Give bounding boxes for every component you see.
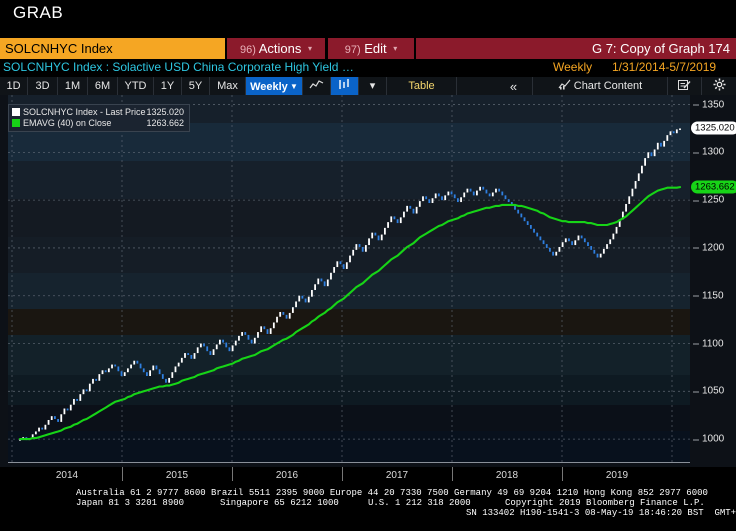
bar-chart-icon[interactable] (331, 77, 359, 96)
y-axis-tick: 1150 (693, 290, 724, 302)
edit-number: 97) (344, 44, 361, 56)
chart-area[interactable]: SOLCNHYC Index - Last Price1325.020 EMAV… (0, 95, 736, 467)
legend-value-ema: 1263.662 (146, 118, 184, 128)
security-description: SOLCNHYC Index : Solactive USD China Cor… (3, 60, 354, 74)
range-button-5y[interactable]: 5Y (182, 77, 210, 96)
actions-label: Actions (258, 41, 302, 56)
legend-label-ema: EMAVG (40) on Close (23, 118, 112, 128)
chevron-down-icon: ▼ (287, 82, 298, 91)
y-axis-tick: 1200 (692, 242, 725, 254)
y-axis: 1350 1300 1250 1200 1150 1100 1050 1000 1325.020… (690, 95, 736, 467)
x-axis-tick: 2015 (165, 470, 189, 481)
actions-button[interactable]: 96) Actions ▾ (226, 38, 326, 59)
chart-legend: SOLCNHYC Index - Last Price1325.020 EMAV… (8, 104, 190, 132)
chart-type-dropdown[interactable]: ▾ (359, 77, 387, 96)
graph-title: G 7: Copy of Graph 174 (591, 41, 730, 56)
range-button-1y[interactable]: 1Y (154, 77, 182, 96)
interval-dropdown[interactable]: Weekly ▼ (246, 77, 303, 96)
chart-plot[interactable] (8, 95, 690, 463)
y-axis-tick: 1050 (692, 385, 725, 397)
x-axis-separator (232, 467, 233, 481)
x-axis-tick: 2016 (275, 470, 299, 481)
command-row-fill (416, 38, 736, 59)
chevron-down-icon: ▾ (308, 44, 313, 53)
x-axis-separator (342, 467, 343, 481)
chart-toolbar: 1D 3D 1M 6M YTD 1Y 5Y Max Weekly ▼ ▾ Tab… (0, 76, 736, 96)
x-axis-separator (452, 467, 453, 481)
x-axis-tick: 2018 (495, 470, 519, 481)
range-button-ytd[interactable]: YTD (118, 77, 154, 96)
y-axis-tick: 1350 (692, 99, 725, 111)
x-axis-tick: 2019 (605, 470, 629, 481)
range-button-6m[interactable]: 6M (88, 77, 118, 96)
period-label: Weekly (553, 60, 593, 74)
interval-label: Weekly (250, 81, 288, 93)
x-axis-separator (562, 467, 563, 481)
chart-content-label: Chart Content (573, 80, 643, 92)
range-button-max[interactable]: Max (210, 77, 246, 96)
edit-label: Edit (364, 41, 387, 56)
y-axis-tick: 1100 (693, 338, 724, 350)
legend-swatch-price (12, 108, 20, 116)
command-row: SOLCNHYC Index 96) Actions ▾ 97) Edit ▾ … (0, 38, 736, 59)
range-button-1m[interactable]: 1M (58, 77, 88, 96)
x-axis-tick: 2014 (55, 470, 79, 481)
legend-swatch-ema (12, 119, 20, 127)
collapse-button[interactable] (457, 77, 495, 96)
collapse-chevron-icon[interactable]: « (495, 77, 533, 96)
grab-bar: GRAB (0, 0, 736, 38)
x-axis-tick: 2017 (385, 470, 409, 481)
ema-price-tag: 1263.662 (691, 180, 736, 194)
y-axis-tick: 1250 (692, 194, 725, 206)
edit-button[interactable]: 97) Edit ▾ (327, 38, 415, 59)
last-price-tag: 1325.020 (691, 121, 736, 135)
legend-label-price: SOLCNHYC Index - Last Price (23, 107, 146, 117)
gear-icon[interactable] (702, 77, 736, 96)
y-axis-tick: 1000 (692, 433, 725, 445)
chevron-down-icon: ▾ (393, 44, 398, 53)
description-row: SOLCNHYC Index : Solactive USD China Cor… (0, 59, 736, 76)
x-axis-separator (122, 467, 123, 481)
y-axis-tick: 1300 (692, 146, 725, 158)
legend-row: SOLCNHYC Index - Last Price1325.020 (12, 107, 184, 118)
legend-value-price: 1325.020 (146, 107, 184, 117)
footer-contacts-us: U.S. 1 212 318 2000 (368, 498, 471, 508)
actions-number: 96) (239, 44, 256, 56)
range-button-3d[interactable]: 3D (28, 77, 58, 96)
grab-label: GRAB (13, 3, 64, 22)
footer-copyright: Copyright 2019 Bloomberg Finance L.P. (505, 498, 705, 508)
x-axis: 2014 2015 2016 2017 2018 2019 (0, 467, 736, 487)
ticker-input[interactable]: SOLCNHYC Index (0, 38, 225, 59)
footer-contacts-japan: Japan 81 3 3201 8900 (76, 498, 185, 508)
footer-contacts-singapore: Singapore 65 6212 1000 (220, 498, 339, 508)
line-chart-icon[interactable] (303, 77, 331, 96)
date-range-label: 1/31/2014-5/7/2019 (612, 60, 717, 74)
footer-session-info: SN 133402 H190-1541-3 08-May-19 18:46:20… (466, 508, 736, 518)
table-button[interactable]: Table (387, 77, 457, 96)
annotate-icon[interactable] (668, 77, 702, 96)
range-button-1d[interactable]: 1D (0, 77, 28, 96)
footer: Australia 61 2 9777 8600 Brazil 5511 239… (0, 487, 736, 531)
price-chart-svg (8, 95, 690, 463)
chart-content-button[interactable]: Chart Content (533, 77, 668, 96)
footer-contacts-line-1: Australia 61 2 9777 8600 Brazil 5511 239… (76, 488, 708, 498)
legend-row: EMAVG (40) on Close 1263.662 (12, 118, 184, 129)
